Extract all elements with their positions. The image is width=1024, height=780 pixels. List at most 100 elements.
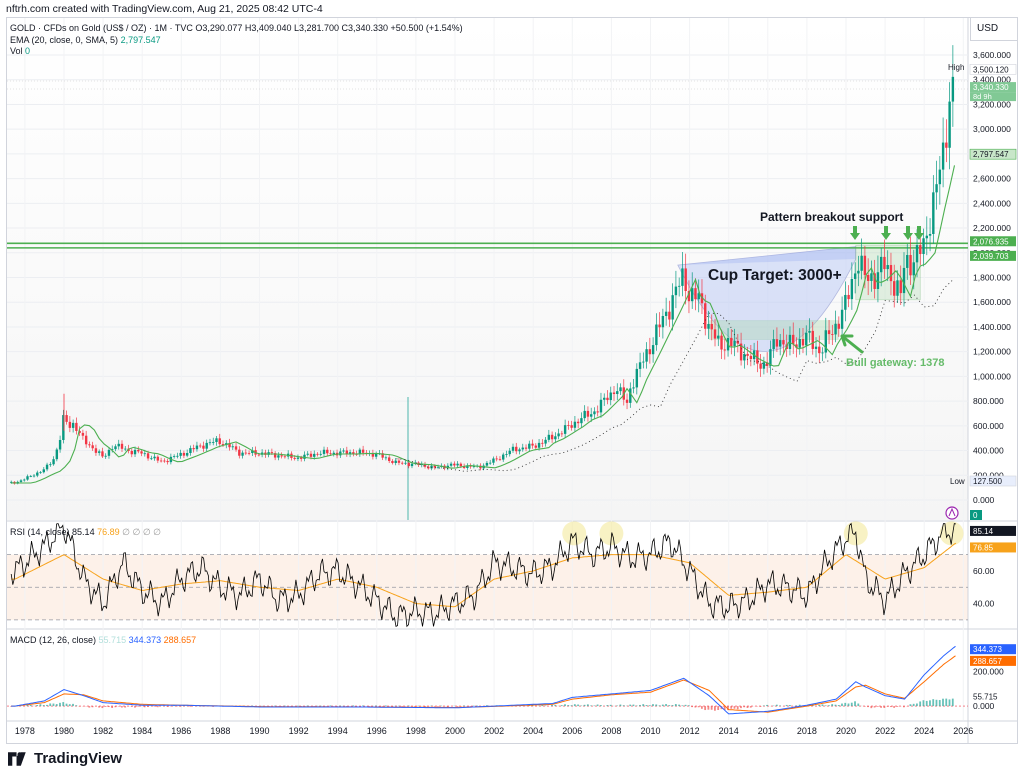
candle-body[interactable] (524, 447, 528, 449)
candle-body[interactable] (172, 456, 176, 457)
candle-body[interactable] (896, 280, 899, 296)
candle-body[interactable] (133, 449, 137, 455)
candle-body[interactable] (280, 455, 283, 457)
symbol-title[interactable]: GOLD · CFDs on Gold (US$ / OZ) · 1M · TV… (10, 23, 193, 33)
candle-body[interactable] (156, 456, 160, 461)
candle-body[interactable] (36, 472, 39, 476)
candle-body[interactable] (10, 481, 13, 483)
candle-body[interactable] (919, 245, 922, 255)
candle-body[interactable] (309, 453, 313, 457)
price-pane[interactable] (7, 18, 968, 520)
candle-body[interactable] (427, 466, 430, 469)
rsi-ma-line[interactable] (11, 542, 957, 608)
candle-body[interactable] (55, 449, 59, 460)
candle-body[interactable] (583, 410, 586, 419)
candle-body[interactable] (704, 303, 707, 329)
candle-body[interactable] (84, 435, 88, 445)
candle-body[interactable] (834, 323, 837, 335)
candle-body[interactable] (554, 436, 557, 440)
candle-body[interactable] (694, 288, 697, 300)
candle-body[interactable] (124, 448, 127, 450)
candle-body[interactable] (844, 294, 847, 310)
candle-body[interactable] (769, 349, 772, 366)
candle-body[interactable] (189, 448, 192, 454)
candle-body[interactable] (818, 346, 821, 354)
candle-body[interactable] (814, 346, 818, 349)
candle-body[interactable] (707, 323, 710, 329)
candle-body[interactable] (45, 464, 49, 470)
candle-body[interactable] (505, 454, 508, 455)
candle-body[interactable] (150, 458, 153, 460)
candle-body[interactable] (495, 458, 498, 460)
candle-body[interactable] (345, 450, 349, 455)
candle-body[interactable] (788, 334, 792, 349)
candle-body[interactable] (303, 454, 306, 459)
candle-body[interactable] (632, 387, 635, 389)
candle-body[interactable] (883, 256, 886, 270)
candle-body[interactable] (329, 453, 332, 455)
candle-body[interactable] (857, 270, 860, 274)
candle-body[interactable] (238, 449, 241, 456)
candle-body[interactable] (847, 294, 850, 300)
candle-body[interactable] (492, 458, 495, 463)
candle-body[interactable] (550, 434, 554, 440)
ema-line[interactable] (11, 165, 956, 484)
candle-body[interactable] (205, 442, 208, 449)
candle-body[interactable] (29, 476, 32, 477)
candle-body[interactable] (765, 362, 769, 366)
candle-body[interactable] (528, 443, 531, 449)
candle-body[interactable] (71, 422, 75, 428)
candle-body[interactable] (700, 293, 704, 304)
candle-body[interactable] (407, 462, 410, 467)
candle-body[interactable] (316, 453, 319, 455)
candle-body[interactable] (65, 415, 68, 422)
candle-body[interactable] (19, 480, 23, 482)
candle-body[interactable] (759, 363, 762, 369)
candle-body[interactable] (410, 463, 414, 467)
candle-body[interactable] (58, 440, 62, 450)
candle-body[interactable] (811, 330, 814, 349)
candle-body[interactable] (228, 443, 231, 448)
candle-body[interactable] (909, 254, 912, 276)
candle-body[interactable] (616, 391, 619, 395)
candle-body[interactable] (140, 451, 143, 454)
candle-body[interactable] (674, 286, 678, 296)
candle-body[interactable] (586, 410, 590, 417)
candle-body[interactable] (130, 450, 133, 455)
candle-body[interactable] (609, 392, 612, 401)
candle-body[interactable] (557, 433, 560, 437)
candle-body[interactable] (879, 256, 883, 273)
candle-body[interactable] (472, 466, 476, 468)
candle-body[interactable] (870, 273, 873, 281)
candle-body[interactable] (593, 411, 596, 415)
rsi-legend[interactable]: RSI (14, close) 85.14 76.89 ∅ ∅ ∅ ∅ (10, 527, 161, 538)
candle-body[interactable] (876, 272, 880, 289)
candle-body[interactable] (717, 335, 720, 339)
candle-body[interactable] (91, 445, 94, 449)
candle-body[interactable] (906, 254, 909, 268)
candle-body[interactable] (107, 449, 111, 456)
candle-body[interactable] (629, 388, 632, 403)
candle-body[interactable] (733, 340, 736, 347)
candle-body[interactable] (782, 340, 785, 345)
candle-body[interactable] (212, 441, 215, 443)
candle-body[interactable] (300, 457, 303, 459)
candle-body[interactable] (326, 449, 329, 454)
candle-body[interactable] (860, 255, 863, 271)
candle-body[interactable] (625, 399, 629, 403)
candle-body[interactable] (928, 234, 932, 236)
candle-body[interactable] (114, 446, 117, 450)
candle-body[interactable] (743, 353, 746, 361)
candle-body[interactable] (935, 184, 938, 193)
candle-body[interactable] (518, 449, 521, 452)
candle-body[interactable] (159, 460, 163, 462)
candle-body[interactable] (853, 273, 857, 279)
candle-body[interactable] (23, 479, 26, 481)
candle-body[interactable] (521, 447, 524, 450)
ema-legend[interactable]: EMA (20, close, 0, SMA, 5) 2,797.547 (10, 35, 161, 45)
candle-body[interactable] (932, 192, 935, 235)
candle-body[interactable] (358, 449, 362, 455)
candle-body[interactable] (922, 238, 925, 255)
candle-body[interactable] (78, 430, 81, 433)
candle-body[interactable] (185, 453, 189, 456)
